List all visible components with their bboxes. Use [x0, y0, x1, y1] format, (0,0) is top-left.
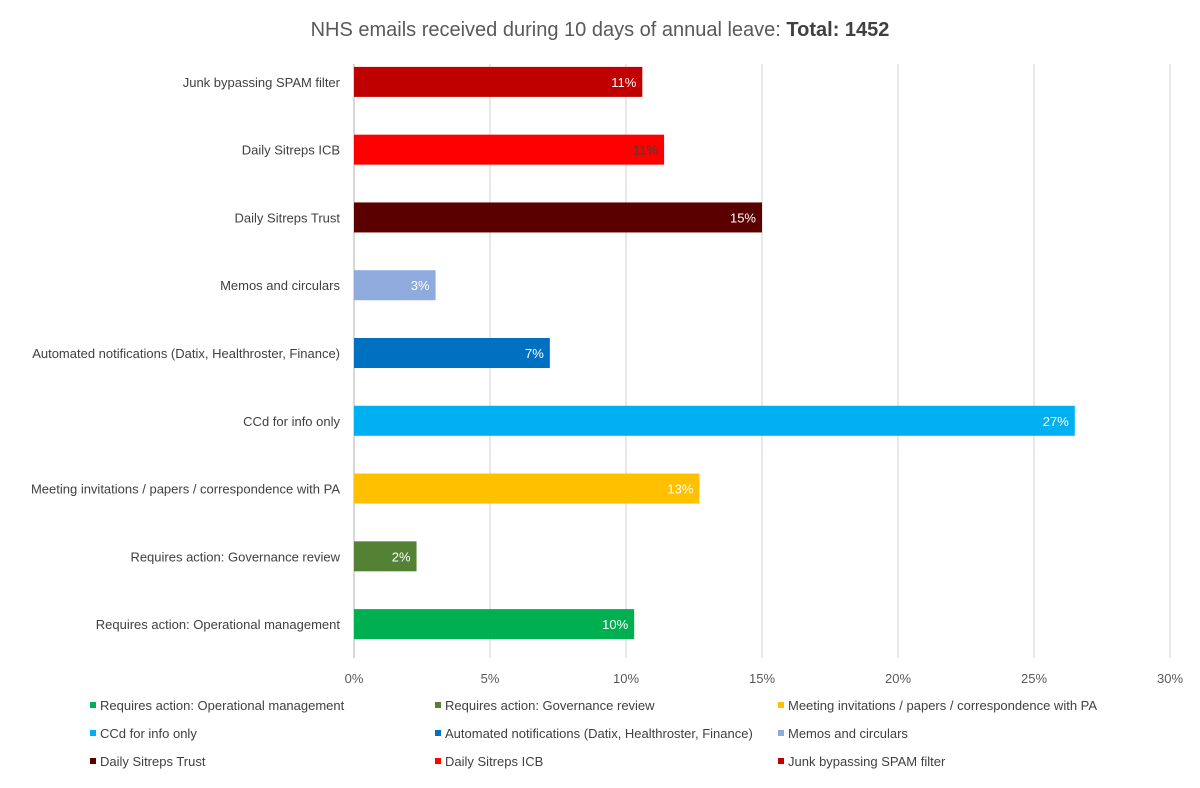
legend-item: Daily Sitreps Trust [90, 754, 206, 769]
category-label: Meeting invitations / papers / correspon… [31, 482, 340, 497]
legend-label: Memos and circulars [788, 726, 908, 741]
category-label: Daily Sitreps ICB [242, 143, 340, 158]
data-label: 15% [730, 210, 756, 225]
x-tick-label: 0% [345, 671, 364, 686]
legend-item: Meeting invitations / papers / correspon… [778, 698, 1097, 713]
legend-swatch [778, 702, 784, 708]
bar [354, 473, 700, 504]
legend-item: Junk bypassing SPAM filter [778, 754, 946, 769]
chart-title: NHS emails received during 10 days of an… [311, 19, 890, 41]
x-tick-label: 20% [885, 671, 911, 686]
legend-label: Daily Sitreps ICB [445, 754, 543, 769]
legend-swatch [435, 730, 441, 736]
legend-item: Daily Sitreps ICB [435, 754, 543, 769]
legend-label: Requires action: Governance review [445, 698, 655, 713]
data-label: 7% [525, 346, 544, 361]
legend-label: Meeting invitations / papers / correspon… [788, 698, 1097, 713]
chart-title-total: Total: 1452 [786, 19, 889, 41]
legend-label: Automated notifications (Datix, Healthro… [445, 726, 753, 741]
legend-swatch [90, 702, 96, 708]
data-label: 13% [667, 482, 693, 497]
chart-title-main: NHS emails received during 10 days of an… [311, 19, 787, 41]
x-tick-label: 10% [613, 671, 639, 686]
category-label: Requires action: Governance review [130, 549, 340, 564]
legend-swatch [778, 730, 784, 736]
legend: Requires action: Operational management R… [90, 698, 1097, 769]
x-tick-label: 25% [1021, 671, 1047, 686]
legend-item: Requires action: Operational management [90, 698, 345, 713]
legend-item: Memos and circulars [778, 726, 908, 741]
category-label: Junk bypassing SPAM filter [183, 75, 341, 90]
data-label: 11% [633, 143, 658, 158]
bar [354, 405, 1075, 436]
bar [354, 134, 665, 165]
legend-label: Junk bypassing SPAM filter [788, 754, 946, 769]
bar [354, 270, 436, 301]
legend-swatch [778, 758, 784, 764]
bar [354, 541, 417, 572]
legend-label: Daily Sitreps Trust [100, 754, 206, 769]
legend-label: Requires action: Operational management [100, 698, 345, 713]
legend-item: CCd for info only [90, 726, 197, 741]
data-label: 27% [1043, 414, 1069, 429]
legend-swatch [90, 730, 96, 736]
data-label: 11% [611, 75, 636, 90]
bar [354, 609, 635, 640]
data-label: 3% [411, 278, 430, 293]
legend-item: Requires action: Governance review [435, 698, 655, 713]
category-label: Automated notifications (Datix, Healthro… [32, 346, 340, 361]
x-tick-label: 15% [749, 671, 775, 686]
bar [354, 66, 643, 97]
legend-label: CCd for info only [100, 726, 197, 741]
category-label: Requires action: Operational management [96, 617, 341, 632]
legend-swatch [90, 758, 96, 764]
category-label: CCd for info only [243, 414, 340, 429]
x-tick-label: 30% [1157, 671, 1183, 686]
category-label: Daily Sitreps Trust [235, 210, 341, 225]
x-axis-tick-labels: 0% 5% 10% 15% 20% 25% 30% [345, 671, 1184, 686]
legend-swatch [435, 758, 441, 764]
category-label: Memos and circulars [220, 278, 340, 293]
legend-swatch [435, 702, 441, 708]
bars: 10% 2% 13% 27% 7% 3% 15% 11% 11% [354, 66, 1075, 640]
data-label: 2% [392, 549, 411, 564]
bar [354, 202, 762, 233]
category-labels: Requires action: Operational management R… [31, 75, 341, 632]
data-label: 10% [602, 617, 628, 632]
bar [354, 338, 550, 368]
x-tick-label: 5% [481, 671, 500, 686]
legend-item: Automated notifications (Datix, Healthro… [435, 726, 753, 741]
